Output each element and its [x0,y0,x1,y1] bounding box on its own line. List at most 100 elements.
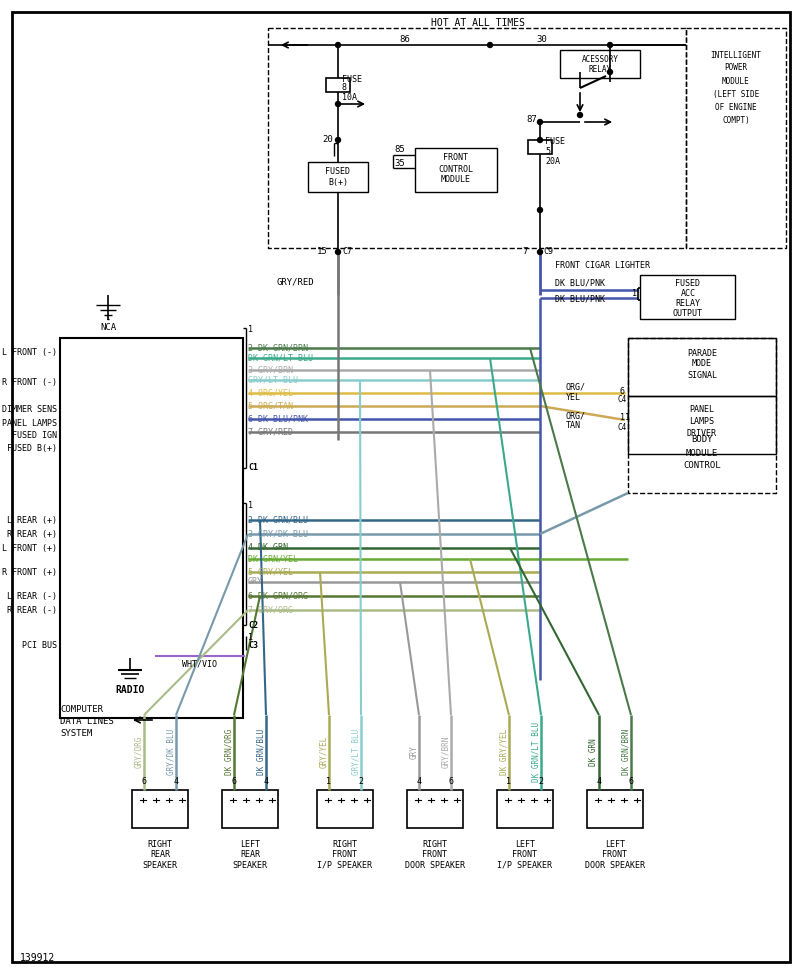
Text: MODULE: MODULE [685,448,717,458]
Text: LEFT
REAR
SPEAKER: LEFT REAR SPEAKER [232,840,267,870]
Bar [528,140,552,154]
Text: 7: 7 [522,246,528,255]
Circle shape [607,43,612,48]
Text: 4: 4 [416,777,421,786]
Bar [639,275,734,319]
Bar [496,790,552,828]
Text: L REAR (+): L REAR (+) [7,515,57,525]
Bar [60,338,243,718]
Text: RIGHT
FRONT
DOOR SPEAKER: RIGHT FRONT DOOR SPEAKER [405,840,464,870]
Text: 86: 86 [399,34,410,44]
Text: ORG/: ORG/ [565,383,585,392]
Text: C7: C7 [341,246,352,255]
Text: RELAY: RELAY [588,65,611,74]
Text: GRY/RED: GRY/RED [276,278,313,286]
Text: DK GRY/YEL: DK GRY/YEL [499,729,507,775]
Text: 5 GRY/YEL: 5 GRY/YEL [247,568,292,577]
Text: 1: 1 [506,777,511,786]
Text: POWER: POWER [724,63,747,72]
Text: BODY: BODY [691,435,712,444]
Bar [586,790,642,828]
Text: FRONT: FRONT [443,154,468,163]
Text: DK BLU/PNK: DK BLU/PNK [554,294,604,304]
Text: 1: 1 [631,288,636,297]
Circle shape [335,249,340,254]
Text: FUSE: FUSE [544,137,565,146]
Text: LEFT
FRONT
I/P SPEAKER: LEFT FRONT I/P SPEAKER [497,840,552,870]
Circle shape [607,69,612,74]
Text: CONTROL: CONTROL [683,462,720,470]
Text: C4: C4 [618,395,626,404]
Text: SIGNAL: SIGNAL [686,370,716,380]
Circle shape [487,43,492,48]
Bar [325,78,349,92]
Circle shape [537,249,542,254]
Text: 87: 87 [525,115,536,124]
Text: ACESSORY: ACESSORY [581,56,618,64]
Text: LEFT
FRONT
DOOR SPEAKER: LEFT FRONT DOOR SPEAKER [585,840,644,870]
Text: HOT AT ALL TIMES: HOT AT ALL TIMES [430,18,524,28]
Text: GRY/DK BLU: GRY/DK BLU [166,729,175,775]
Text: C1: C1 [247,464,258,472]
Circle shape [537,207,542,212]
Text: MODE: MODE [691,359,711,368]
Text: DK GRN/BLU: DK GRN/BLU [256,729,265,775]
Text: 2: 2 [358,777,363,786]
Text: R FRONT (+): R FRONT (+) [2,568,57,577]
Text: 30: 30 [536,34,547,44]
Text: INTELLIGENT: INTELLIGENT [710,51,760,59]
Bar [414,148,496,192]
Text: 10A: 10A [341,93,357,101]
Text: ACC: ACC [679,289,695,298]
Text: WHT/VIO: WHT/VIO [182,659,218,668]
Text: SYSTEM: SYSTEM [60,730,92,738]
Text: 6: 6 [231,777,236,786]
Bar [627,338,775,396]
Text: B(+): B(+) [328,178,348,188]
Text: GRY/LT BLU: GRY/LT BLU [247,376,298,385]
Text: PARADE: PARADE [686,349,716,357]
Circle shape [335,43,340,48]
Circle shape [577,113,582,118]
Text: 5: 5 [544,146,549,156]
Text: GRY: GRY [247,578,263,586]
Text: 4 ORG/YEL: 4 ORG/YEL [247,389,292,397]
Text: COMPUTER: COMPUTER [60,705,103,715]
Text: PANEL LAMPS: PANEL LAMPS [2,419,57,428]
Text: L FRONT (+): L FRONT (+) [2,543,57,552]
Text: 2 DK GRN/BRN: 2 DK GRN/BRN [247,344,308,353]
Text: DK GRN/BRN: DK GRN/BRN [621,729,630,775]
Text: PCI BUS: PCI BUS [22,641,57,650]
Bar [132,790,188,828]
Text: 4: 4 [596,777,601,786]
Circle shape [335,101,340,106]
Text: 6 DK GRN/ORG: 6 DK GRN/ORG [247,591,308,601]
Bar [406,790,463,828]
Text: 1: 1 [326,777,331,786]
Bar [627,396,775,454]
Text: 15: 15 [317,246,328,255]
Text: 6: 6 [141,777,146,786]
Text: RIGHT
FRONT
I/P SPEAKER: RIGHT FRONT I/P SPEAKER [317,840,372,870]
Text: FUSED B(+): FUSED B(+) [7,444,57,454]
Text: DK BLU/PNK: DK BLU/PNK [554,279,604,287]
Text: 6: 6 [628,777,633,786]
Text: C2: C2 [247,620,258,629]
Text: 3 GRY/BRN: 3 GRY/BRN [247,365,292,374]
Text: MODULE: MODULE [721,77,749,86]
Text: 5 ORG/TAN: 5 ORG/TAN [247,401,292,410]
Text: C9: C9 [542,246,552,255]
Text: 6: 6 [448,777,453,786]
Text: GRY/YEL: GRY/YEL [319,735,328,768]
Text: 4 DK GRN: 4 DK GRN [247,543,287,552]
Bar [316,790,373,828]
Text: 4: 4 [263,777,268,786]
Text: DATA LINES: DATA LINES [60,718,113,727]
Text: 8: 8 [341,84,347,93]
Text: 20: 20 [322,134,332,143]
Text: DK GRN/YEL: DK GRN/YEL [247,554,298,564]
Text: GRY/LT BLU: GRY/LT BLU [351,729,360,775]
Text: 20A: 20A [544,157,560,166]
Text: 35: 35 [393,159,404,168]
Text: DK GRN/LT BLU: DK GRN/LT BLU [531,722,540,782]
